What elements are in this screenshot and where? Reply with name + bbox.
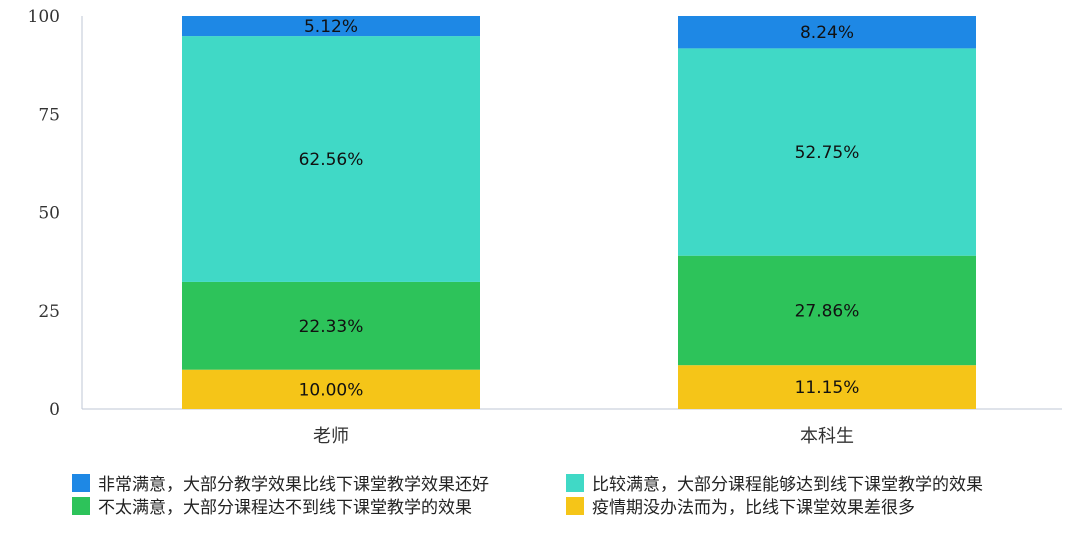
legend-swatch bbox=[72, 497, 90, 515]
legend-item-label: 疫情期没办法而为，比线下课堂效果差很多 bbox=[592, 498, 915, 518]
bar-segment bbox=[678, 365, 976, 409]
legend: 非常满意，大部分教学效果比线下课堂教学效果还好 比较满意，大部分课程能够达到线下课… bbox=[72, 474, 983, 518]
y-tick-label: 25 bbox=[38, 302, 60, 322]
bar-segment bbox=[182, 281, 480, 370]
legend-swatch bbox=[566, 497, 584, 515]
legend-item-label: 比较满意，大部分课程能够达到线下课堂教学的效果 bbox=[592, 475, 983, 495]
legend-swatch bbox=[72, 474, 90, 492]
data-label: 27.86% bbox=[795, 301, 860, 321]
y-tick-label: 0 bbox=[49, 400, 60, 420]
data-label: 10.00% bbox=[299, 380, 364, 400]
y-tick-label: 100 bbox=[28, 7, 60, 27]
bars bbox=[182, 16, 976, 409]
x-category-label: 老师 bbox=[313, 426, 349, 447]
data-labels: 10.00% 22.33% 62.56% 5.12% 11.15% 27.86% 52.75… bbox=[299, 17, 860, 400]
bar-segment bbox=[678, 16, 976, 49]
data-label: 22.33% bbox=[299, 317, 364, 337]
bar-segment bbox=[182, 36, 480, 282]
data-label: 11.15% bbox=[795, 378, 860, 398]
x-category-label: 本科生 bbox=[800, 426, 854, 447]
bar-segment bbox=[678, 255, 976, 366]
bar-segment bbox=[182, 16, 480, 37]
bar-segment bbox=[678, 48, 976, 256]
data-label: 8.24% bbox=[800, 23, 854, 43]
y-tick-label: 75 bbox=[38, 105, 60, 125]
legend-swatch bbox=[566, 474, 584, 492]
legend-item-label: 非常满意，大部分教学效果比线下课堂教学效果还好 bbox=[98, 475, 489, 495]
data-label: 52.75% bbox=[795, 143, 860, 163]
y-tick-label: 50 bbox=[38, 204, 60, 224]
data-label: 5.12% bbox=[304, 17, 358, 37]
legend-item-label: 不太满意，大部分课程达不到线下课堂教学的效果 bbox=[98, 498, 472, 518]
bar-segment bbox=[182, 369, 480, 409]
data-label: 62.56% bbox=[299, 150, 364, 170]
